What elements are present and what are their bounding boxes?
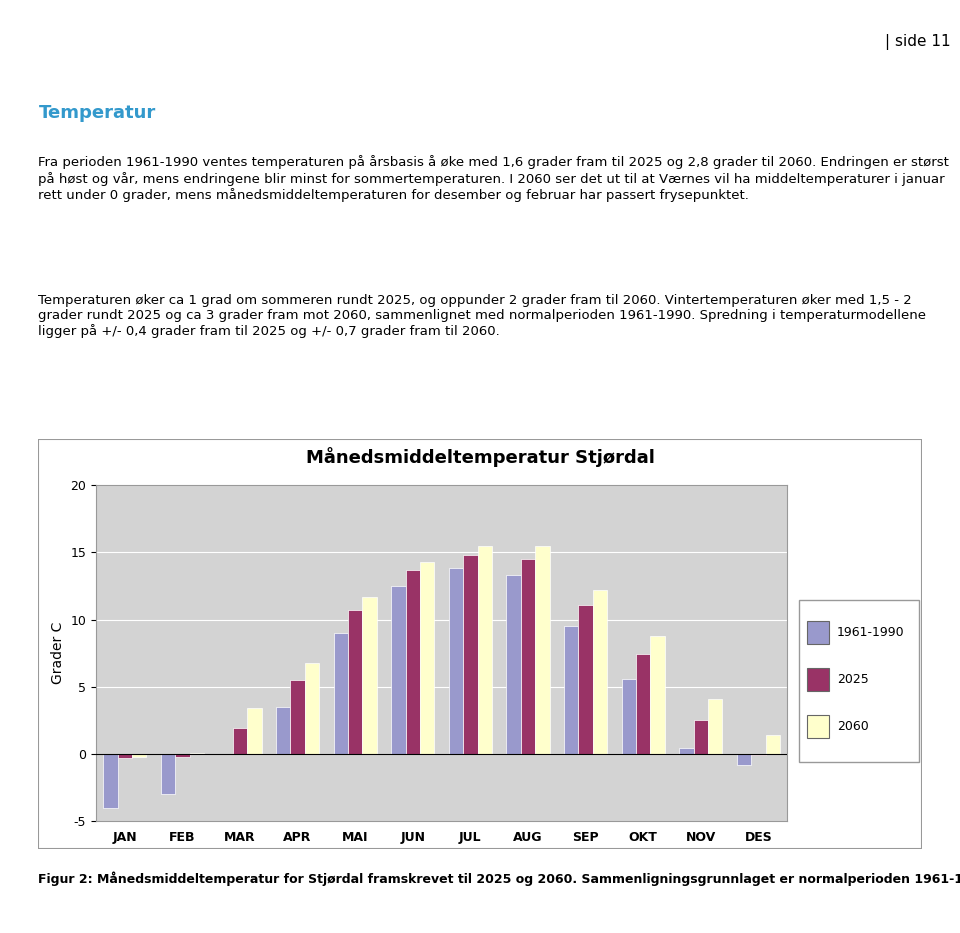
Bar: [175, 754, 189, 757]
Bar: [578, 605, 592, 754]
Text: VESTLANDSFORSKING: VESTLANDSFORSKING: [10, 32, 287, 52]
Text: Månedsmiddeltemperatur Stjørdal: Månedsmiddeltemperatur Stjørdal: [305, 447, 655, 467]
Bar: [248, 708, 261, 754]
Bar: [636, 654, 650, 754]
Bar: [104, 754, 117, 808]
Bar: [564, 626, 578, 754]
Text: Temperatur: Temperatur: [38, 104, 156, 121]
Bar: [621, 678, 636, 754]
Bar: [232, 729, 248, 754]
Bar: [650, 635, 664, 754]
Text: Figur 2: Månedsmiddeltemperatur for Stjørdal framskrevet til 2025 og 2060. Samme: Figur 2: Månedsmiddeltemperatur for Stjø…: [38, 871, 960, 886]
Bar: [290, 680, 304, 754]
Bar: [736, 754, 751, 765]
Bar: [161, 754, 176, 794]
Bar: [276, 707, 290, 754]
Bar: [507, 575, 520, 754]
Bar: [189, 753, 204, 754]
Bar: [348, 610, 362, 754]
Text: | side 11: | side 11: [885, 34, 950, 50]
Bar: [806, 620, 829, 644]
Bar: [420, 562, 434, 754]
Bar: [405, 570, 420, 754]
Bar: [806, 715, 829, 738]
Bar: [392, 586, 405, 754]
Bar: [362, 597, 376, 754]
Bar: [592, 590, 607, 754]
Text: 1961-1990: 1961-1990: [837, 626, 904, 639]
Bar: [132, 754, 146, 757]
Y-axis label: Grader C: Grader C: [51, 622, 65, 684]
Bar: [448, 568, 463, 754]
Bar: [679, 748, 693, 754]
Text: 2025: 2025: [837, 673, 869, 686]
Bar: [751, 754, 765, 755]
Bar: [463, 555, 477, 754]
Bar: [304, 662, 319, 754]
Text: Fra perioden 1961-1990 ventes temperaturen på årsbasis å øke med 1,6 grader fram: Fra perioden 1961-1990 ventes temperatur…: [38, 156, 949, 202]
Bar: [117, 754, 132, 758]
Bar: [708, 699, 722, 754]
Text: 2060: 2060: [837, 720, 869, 733]
Bar: [520, 559, 535, 754]
Bar: [693, 720, 708, 754]
Bar: [477, 546, 492, 754]
Bar: [806, 668, 829, 691]
Bar: [765, 735, 780, 754]
Text: Temperaturen øker ca 1 grad om sommeren rundt 2025, og oppunder 2 grader fram ti: Temperaturen øker ca 1 grad om sommeren …: [38, 294, 926, 338]
Bar: [535, 546, 549, 754]
Bar: [334, 633, 348, 754]
